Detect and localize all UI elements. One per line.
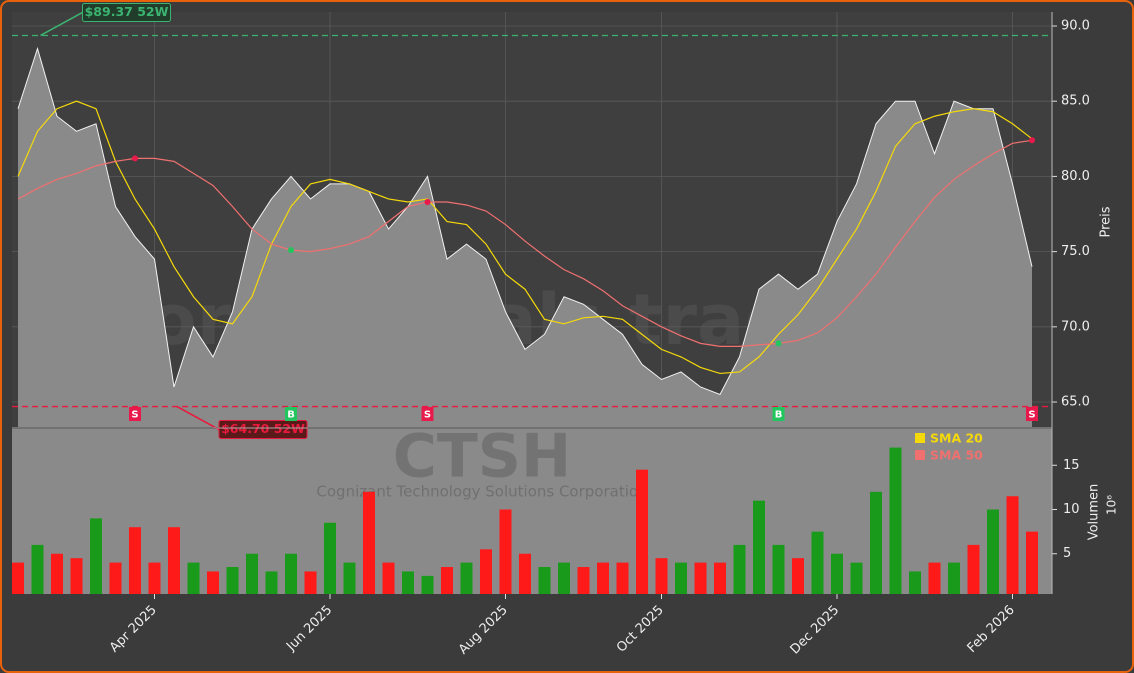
volume-bar xyxy=(772,544,785,594)
volume-bar xyxy=(558,562,570,594)
volume-bar xyxy=(577,567,590,594)
signal-dot xyxy=(775,340,782,347)
volume-bar xyxy=(889,447,902,594)
volume-bar xyxy=(382,562,395,594)
volume-bar xyxy=(246,553,258,594)
legend-label: SMA 50 xyxy=(930,448,983,463)
sma-line xyxy=(17,100,1033,375)
annotation-arrow xyxy=(176,405,220,431)
volume-bar xyxy=(12,562,24,594)
volume-tick-label: 5 xyxy=(1063,546,1071,561)
volume-bar xyxy=(714,562,726,594)
annotation-box xyxy=(218,420,308,440)
volume-bar xyxy=(265,571,278,594)
signal-label: S xyxy=(131,410,138,421)
volume-bar xyxy=(363,491,375,594)
y-tick-label: 75.0 xyxy=(1061,244,1090,259)
volume-bar xyxy=(870,491,882,594)
volume-tick-label: 10 xyxy=(1063,502,1080,517)
signal-dot xyxy=(1029,137,1035,144)
signal-marker xyxy=(421,407,434,421)
volume-bar xyxy=(928,562,941,594)
volume-bar xyxy=(226,567,239,594)
volume-bar xyxy=(655,558,668,594)
annotation-box xyxy=(82,2,171,22)
legend-label: SMA 20 xyxy=(930,431,983,446)
volume-bar xyxy=(831,553,843,594)
signal-marker xyxy=(1026,407,1038,421)
volume-bar xyxy=(324,522,336,594)
annotation-label: $64.70 52W xyxy=(221,421,305,436)
signal-label: S xyxy=(424,410,431,421)
volume-bar xyxy=(597,562,609,594)
volume-bar xyxy=(499,509,512,594)
signal-marker xyxy=(129,407,141,421)
volume-bar xyxy=(538,567,551,594)
volume-tick-label: 15 xyxy=(1063,458,1080,473)
signal-dot xyxy=(288,247,294,254)
volume-bar xyxy=(31,544,44,594)
volume-bar xyxy=(753,500,765,594)
signal-marker xyxy=(285,407,297,421)
volume-bar xyxy=(109,562,122,594)
volume-bar xyxy=(811,531,824,594)
volume-bar xyxy=(1026,531,1038,594)
volume-bar xyxy=(909,571,921,594)
volume-bar xyxy=(148,562,161,594)
volume-bar xyxy=(304,571,317,594)
volume-bar xyxy=(90,518,102,594)
y-tick-label: 90.0 xyxy=(1061,18,1090,33)
volume-bar xyxy=(187,562,200,594)
y-tick-label: 65.0 xyxy=(1061,395,1090,410)
volume-axis-label: Volumen xyxy=(1087,484,1102,541)
signal-label: B xyxy=(775,410,783,421)
volume-bar xyxy=(948,562,960,594)
sma-line xyxy=(17,139,1033,347)
y-axis-label: Preis xyxy=(1099,206,1114,237)
y-tick-label: 80.0 xyxy=(1061,169,1090,184)
watermark-ticker: CTSH xyxy=(393,422,571,492)
y-tick-label: 85.0 xyxy=(1061,94,1090,109)
signal-marker xyxy=(772,407,785,421)
signal-label: S xyxy=(1028,410,1035,421)
annotation-label: $89.37 52W xyxy=(85,4,169,19)
volume-bar xyxy=(675,562,687,594)
volume-bar xyxy=(402,571,414,594)
volume-bar xyxy=(1006,496,1019,594)
volume-scale-label: 10⁶ xyxy=(1105,495,1119,515)
volume-bar xyxy=(792,558,804,594)
volume-bar xyxy=(636,469,648,594)
volume-bar xyxy=(460,562,473,594)
legend-swatch xyxy=(915,433,925,443)
volume-bar xyxy=(285,553,297,594)
volume-bar xyxy=(207,571,219,594)
signal-dot xyxy=(132,155,138,162)
price-line xyxy=(17,46,1033,396)
annotation-arrow xyxy=(40,11,83,37)
volume-bar xyxy=(733,544,746,594)
signal-dot xyxy=(424,198,431,205)
volume-bar xyxy=(129,527,141,594)
volume-bar xyxy=(343,562,356,594)
volume-bar xyxy=(616,562,629,594)
volume-bar xyxy=(519,553,531,594)
volume-bar xyxy=(967,544,980,594)
watermark-company: Cognizant Technology Solutions Corporati… xyxy=(316,483,647,501)
volume-bar xyxy=(168,527,180,594)
volume-bar xyxy=(421,575,434,594)
price-area xyxy=(18,48,1032,428)
volume-bar xyxy=(441,567,453,594)
volume-bar xyxy=(480,549,492,594)
volume-bar xyxy=(51,553,63,594)
legend-swatch xyxy=(915,450,925,460)
y-tick-label: 70.0 xyxy=(1061,319,1090,334)
volume-bar xyxy=(70,558,83,594)
volume-bar xyxy=(850,562,863,594)
volume-bar xyxy=(987,509,999,594)
volume-bar xyxy=(694,562,707,594)
signal-label: B xyxy=(287,410,295,421)
